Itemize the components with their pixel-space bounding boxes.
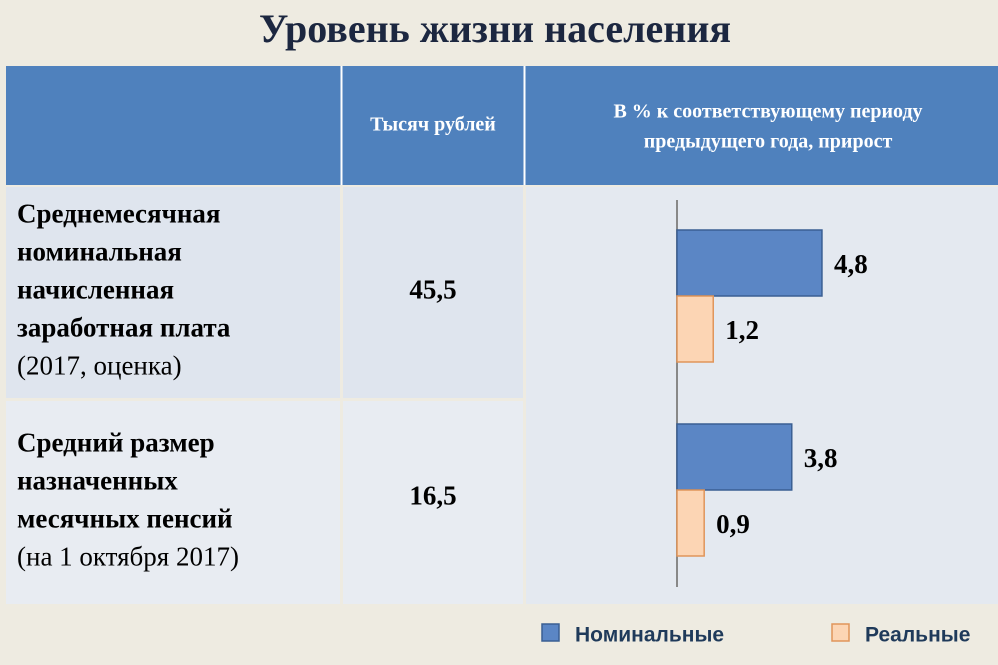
- header-cell: Тысяч рублей: [370, 114, 496, 136]
- legend-swatch: [541, 623, 560, 642]
- row-value: 45,5: [409, 275, 456, 305]
- header-cell: В % к соответствующему периоду: [613, 101, 922, 123]
- bar: [676, 295, 714, 363]
- row-label: заработная плата: [17, 313, 231, 343]
- row-label: Среднемесячная: [17, 199, 221, 229]
- row-note: (2017, оценка): [17, 351, 182, 381]
- slide-title: Уровень жизни населения: [259, 6, 731, 51]
- value-label: 1,2: [725, 315, 759, 345]
- legend-label: Реальные: [865, 624, 970, 647]
- row-label: начисленная: [17, 275, 174, 305]
- row-label: номинальная: [17, 237, 182, 267]
- cell: [343, 187, 523, 398]
- value-label: 0,9: [716, 509, 750, 539]
- value-label: 4,8: [834, 249, 868, 279]
- bar: [676, 229, 823, 297]
- cell: [6, 401, 340, 604]
- value-label: 3,8: [804, 443, 838, 473]
- bar: [676, 423, 793, 491]
- cell: [343, 401, 523, 604]
- legend-swatch: [831, 623, 850, 642]
- row-note: (на 1 октября 2017): [17, 542, 239, 572]
- row-label: месячных пенсий: [17, 504, 233, 534]
- bar: [676, 489, 705, 557]
- legend-label: Номинальные: [575, 624, 724, 647]
- row-label: назначенных: [17, 466, 178, 496]
- row-label: Средний размер: [17, 428, 215, 458]
- header-cell: предыдущего года, прирост: [644, 131, 893, 153]
- cell: [6, 187, 340, 398]
- row-value: 16,5: [409, 481, 456, 511]
- header-row: [6, 66, 998, 185]
